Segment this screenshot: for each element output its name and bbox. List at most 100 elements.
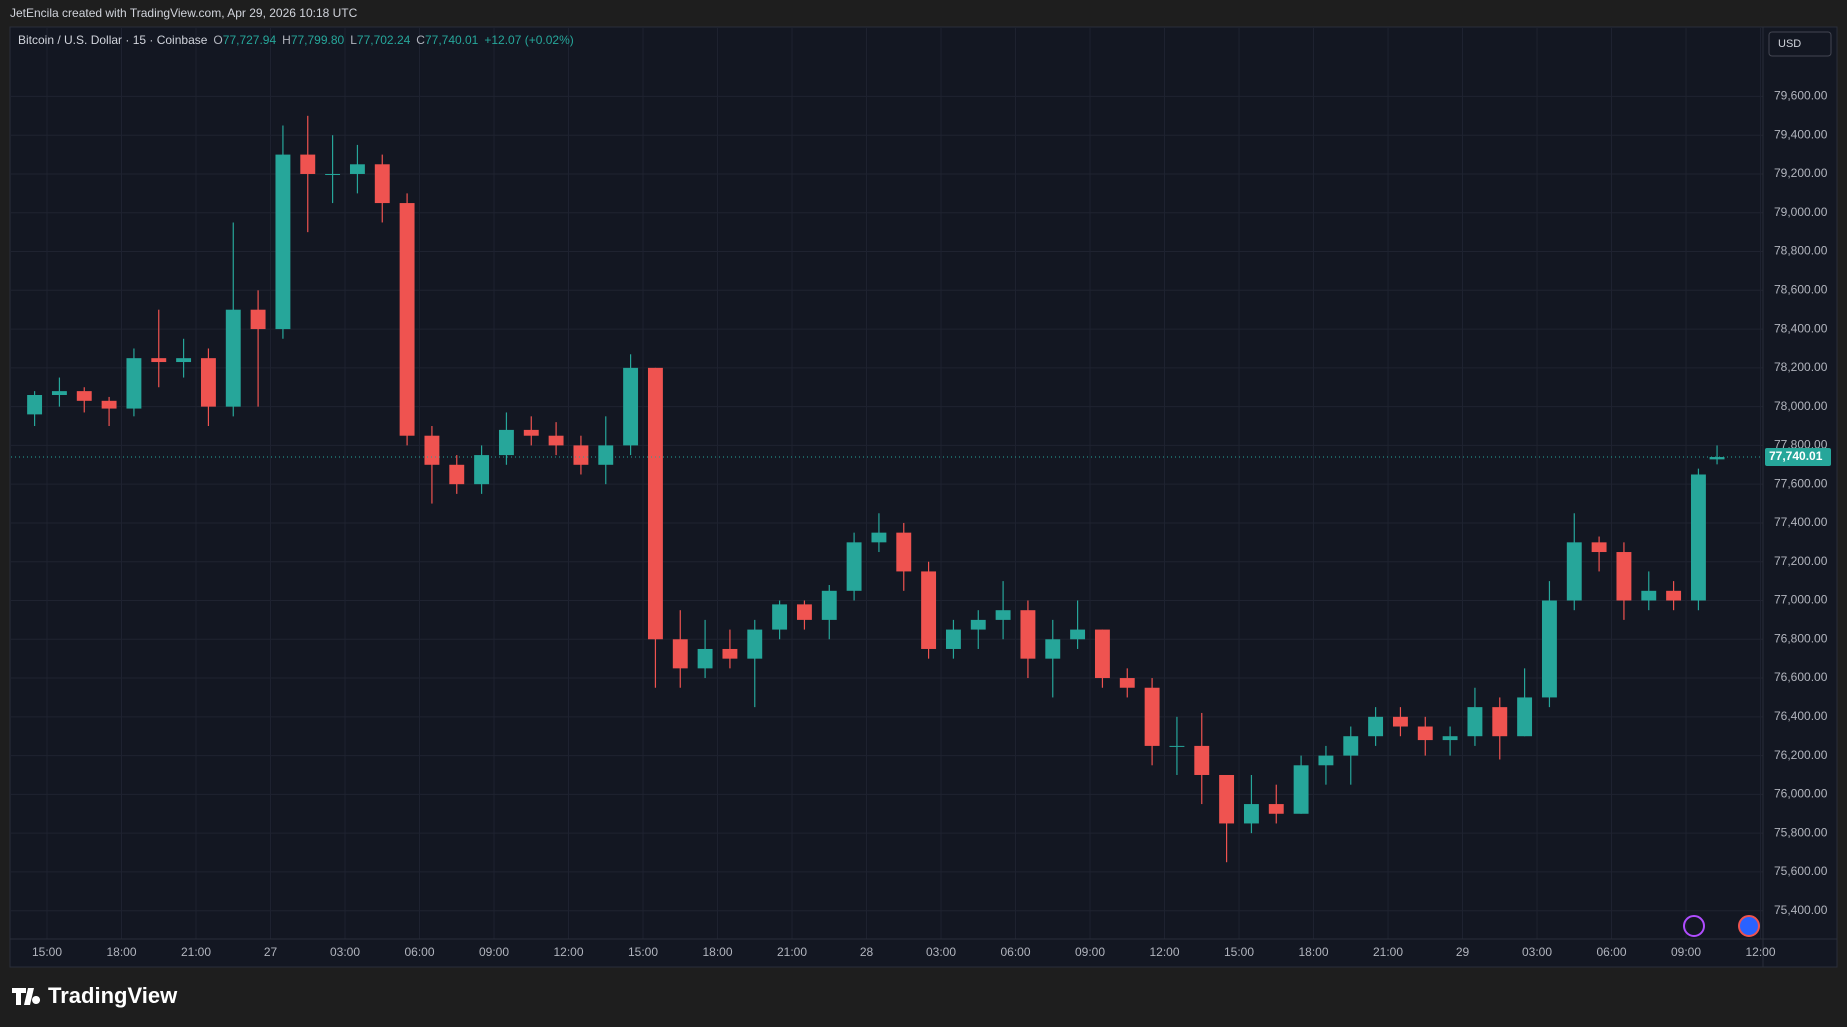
x-tick-label: 21:00 — [181, 945, 211, 959]
x-tick-label: 12:00 — [1149, 945, 1179, 959]
x-tick-label: 03:00 — [330, 945, 360, 959]
y-tick-label: 76,600.00 — [1774, 670, 1828, 684]
candle-body — [1517, 697, 1533, 737]
symbol: Bitcoin / U.S. Dollar · 15 · Coinbase — [18, 33, 208, 47]
candle-body — [772, 604, 788, 630]
candle-body — [374, 164, 390, 204]
candle-body — [1442, 736, 1458, 741]
x-tick-label: 12:00 — [1746, 945, 1776, 959]
y-tick-label: 77,000.00 — [1774, 593, 1828, 607]
candle-body — [101, 400, 117, 409]
candle-body — [598, 445, 614, 465]
candle-body — [225, 309, 241, 407]
o-value: 77,727.94 — [223, 33, 277, 47]
y-tick-label: 79,200.00 — [1774, 166, 1828, 180]
change: +12.07 (+0.02%) — [484, 33, 573, 47]
y-tick-label: 79,600.00 — [1774, 89, 1828, 103]
candle-body — [1690, 474, 1706, 601]
x-tick-label: 15:00 — [1224, 945, 1254, 959]
y-tick-label: 79,000.00 — [1774, 205, 1828, 219]
candle-body — [1045, 639, 1061, 659]
candle-body — [1591, 542, 1607, 553]
x-tick-label: 27 — [264, 945, 278, 959]
legend: Bitcoin / U.S. Dollar · 15 · Coinbase O77… — [18, 33, 574, 47]
candle-body — [1169, 745, 1185, 747]
x-tick-label: 06:00 — [1597, 945, 1627, 959]
caption: JetEncila created with TradingView.com, … — [10, 6, 358, 20]
candle-body — [76, 391, 92, 401]
flag-icon[interactable] — [1738, 915, 1760, 937]
candles — [11, 115, 1763, 863]
candle-body — [1318, 755, 1334, 766]
candle-body — [796, 604, 812, 620]
y-tick-label: 78,600.00 — [1774, 282, 1828, 296]
candle-body — [275, 154, 291, 330]
candle-body — [300, 154, 316, 174]
x-tick-label: 06:00 — [404, 945, 434, 959]
x-tick-label: 09:00 — [479, 945, 509, 959]
x-tick-label: 09:00 — [1671, 945, 1701, 959]
candle-body — [871, 532, 887, 543]
y-tick-label: 77,200.00 — [1774, 554, 1828, 568]
candle-body — [921, 571, 937, 649]
y-tick-label: 75,600.00 — [1774, 864, 1828, 878]
x-tick-label: 21:00 — [777, 945, 807, 959]
candle-body — [896, 532, 912, 572]
candle-body — [1070, 629, 1086, 640]
candle-body — [200, 358, 216, 407]
y-tick-label: 77,600.00 — [1774, 476, 1828, 490]
logo-mark — [12, 988, 41, 1005]
x-tick-label: 03:00 — [1522, 945, 1552, 959]
h-label: H — [282, 33, 291, 47]
candle-body — [1417, 726, 1433, 741]
candle-body — [1641, 590, 1657, 601]
o-label: O — [213, 33, 222, 47]
y-tick-label: 76,200.00 — [1774, 748, 1828, 762]
x-tick-label: 18:00 — [1298, 945, 1328, 959]
candle-body — [399, 203, 415, 436]
candle-body — [623, 367, 639, 446]
candle-body — [970, 619, 986, 630]
y-tick-label: 75,800.00 — [1774, 825, 1828, 839]
grid — [11, 28, 1763, 939]
candle-body — [548, 435, 564, 446]
candle-body — [722, 648, 738, 659]
candle-body — [523, 429, 539, 436]
candle-body — [1541, 600, 1557, 698]
candle-body — [1616, 552, 1632, 601]
candle-body — [1119, 678, 1135, 688]
icon[interactable] — [1683, 915, 1705, 937]
candle-body — [1094, 629, 1110, 679]
candle-body — [1293, 765, 1309, 814]
candle-body — [945, 629, 961, 649]
x-tick-label: 18:00 — [106, 945, 136, 959]
candle-body — [325, 173, 341, 175]
candle-body — [250, 309, 266, 330]
candle-body — [1492, 707, 1508, 737]
brand: TradingView — [48, 983, 178, 1008]
candle-body — [1194, 745, 1210, 775]
candle-body — [1020, 610, 1036, 659]
x-tick-label: 29 — [1456, 945, 1470, 959]
c-label: C — [416, 33, 425, 47]
candle-body — [176, 358, 192, 363]
last-price-box — [1765, 448, 1831, 467]
currency-button[interactable] — [1768, 31, 1832, 57]
candle-body — [449, 464, 465, 485]
candle-body — [995, 610, 1011, 620]
candle-body — [573, 445, 589, 465]
x-tick-label: 18:00 — [702, 945, 732, 959]
y-tick-label: 75,400.00 — [1774, 903, 1828, 917]
candle-body — [1219, 774, 1235, 824]
last-price-label: 77,740.01 — [1769, 449, 1823, 463]
candle-body — [1243, 804, 1259, 824]
candle-body — [498, 429, 514, 456]
x-tick-label: 15:00 — [32, 945, 62, 959]
y-tick-label: 77,400.00 — [1774, 515, 1828, 529]
candle-body — [51, 391, 67, 395]
currency: USD — [1778, 38, 1801, 50]
c-value: 77,740.01 — [425, 33, 479, 47]
candle-body — [1343, 736, 1359, 756]
